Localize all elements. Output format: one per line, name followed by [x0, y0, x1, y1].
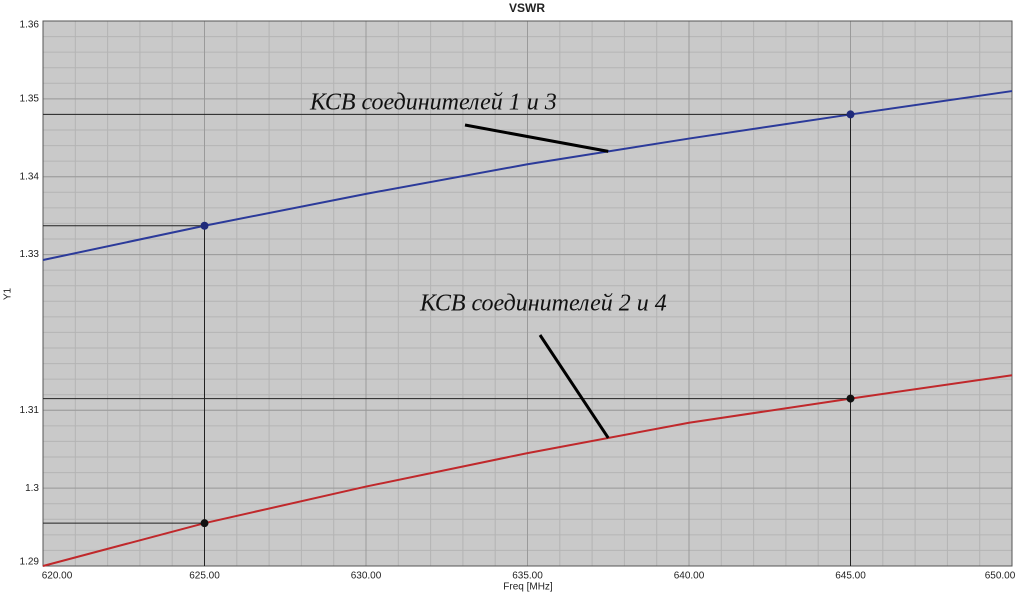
x-axis-label: Freq [MHz] — [503, 582, 553, 593]
annotation-arrow — [464, 123, 609, 153]
marker-point — [846, 394, 855, 403]
marker-point — [200, 519, 209, 528]
annotation-arrow — [538, 334, 610, 439]
marker-point — [846, 110, 855, 119]
x-tick-label: 640.00 — [674, 571, 705, 582]
y-tick-label: 1.36 — [20, 20, 40, 31]
x-tick-label: 630.00 — [351, 571, 382, 582]
y-axis-label: Y1 — [3, 287, 14, 300]
marker-point — [200, 221, 209, 230]
x-tick-label: 645.00 — [835, 571, 866, 582]
y-tick-label: 1.35 — [20, 93, 40, 104]
x-tick-label: 635.00 — [512, 571, 543, 582]
y-tick-label: 1.3 — [25, 483, 39, 494]
x-tick-label: 650.00 — [985, 571, 1016, 582]
annotation: КСВ соединителей 1 и 3 — [309, 90, 557, 116]
y-tick-label: 1.34 — [20, 171, 40, 182]
x-tick-label: 620.00 — [42, 571, 73, 582]
annotation: КСВ соединителей 2 и 4 — [419, 291, 667, 317]
y-tick-label: 1.31 — [20, 405, 40, 416]
plot-border — [42, 20, 1013, 567]
y-tick-label: 1.33 — [20, 249, 40, 260]
chart-title: VSWR — [509, 1, 545, 15]
x-tick-label: 625.00 — [189, 571, 220, 582]
y-tick-label: 1.29 — [20, 557, 40, 568]
